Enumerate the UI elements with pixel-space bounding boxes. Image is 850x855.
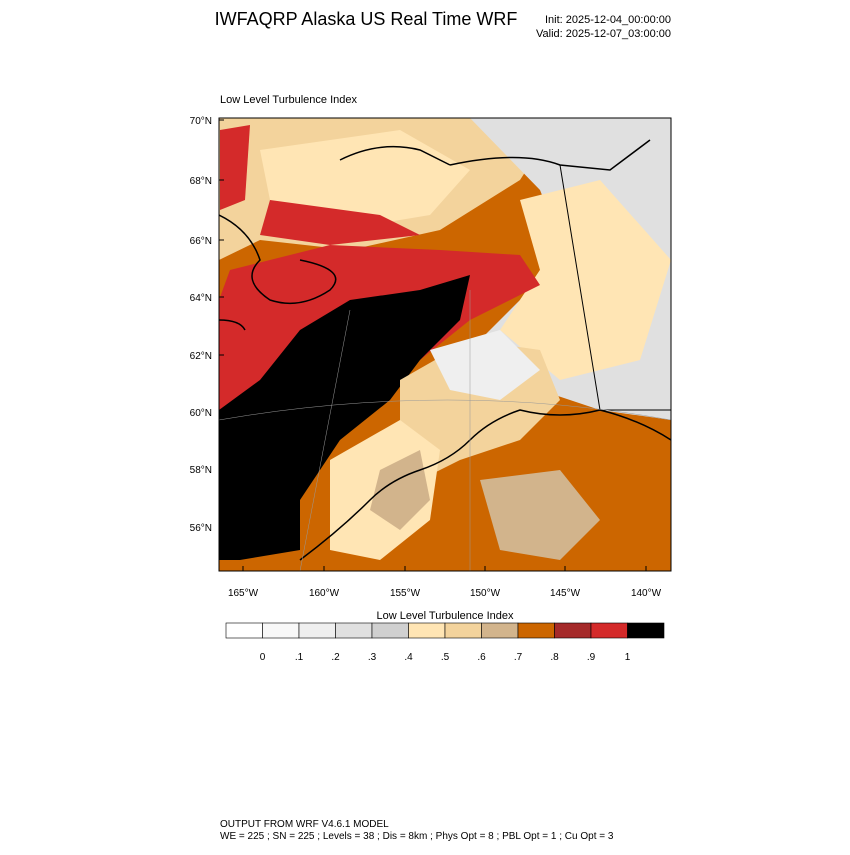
lat-label: 68°N [190,176,212,187]
colorbar-label: .7 [514,652,523,663]
colorbar-label: .6 [477,652,486,663]
map-field [219,118,671,571]
colorbar-label: .3 [368,652,377,663]
lat-label: 70°N [190,116,212,127]
lat-labels: 70°N 68°N 66°N 64°N 62°N 60°N 58°N 56°N [190,116,224,534]
lon-label: 155°W [390,588,421,599]
lon-label: 150°W [470,588,501,599]
colorbar-label: .4 [404,652,413,663]
colorbar-label: .8 [550,652,559,663]
footer-line: OUTPUT FROM WRF V4.6.1 MODEL [220,819,389,830]
lat-label: 64°N [190,293,212,304]
colorbar-box [481,622,519,639]
colorbar-box [298,622,336,639]
valid-time: Valid: 2025-12-07_03:00:00 [536,28,671,40]
lon-label: 165°W [228,588,259,599]
colorbar-box [335,622,373,639]
colorbar-label: .1 [295,652,304,663]
map-frame [218,117,672,572]
lon-label: 145°W [550,588,581,599]
colorbar-label: 1 [625,652,631,663]
lon-labels: 165°W 160°W 155°W 150°W 145°W 140°W [228,566,662,599]
colorbar-box [517,622,555,639]
lat-label: 58°N [190,465,212,476]
colorbar-box [225,622,263,639]
colorbar-label: .9 [587,652,596,663]
colorbar: 0 .1 .2 .3 .4 .5 .6 .7 .8 .9 1 [225,622,665,663]
lon-label: 140°W [631,588,662,599]
colorbar-box [444,622,482,639]
colorbar-box [371,622,409,639]
init-time: Init: 2025-12-04_00:00:00 [545,14,671,26]
lat-label: 62°N [190,351,212,362]
colorbar-box [262,622,300,639]
lon-label: 160°W [309,588,340,599]
colorbar-box [554,622,592,639]
colorbar-box [408,622,446,639]
lat-label: 60°N [190,408,212,419]
map-title: Low Level Turbulence Index [220,94,357,106]
lat-label: 56°N [190,523,212,534]
colorbar-label: .5 [441,652,450,663]
title: IWFAQRP Alaska US Real Time WRF [215,9,518,29]
colorbar-label: 0 [260,652,266,663]
colorbar-box [590,622,628,639]
footer-line: WE = 225 ; SN = 225 ; Levels = 38 ; Dis … [220,831,614,842]
lat-label: 66°N [190,236,212,247]
colorbar-title: Low Level Turbulence Index [377,610,514,622]
colorbar-label: .2 [331,652,340,663]
colorbar-box [627,622,665,639]
